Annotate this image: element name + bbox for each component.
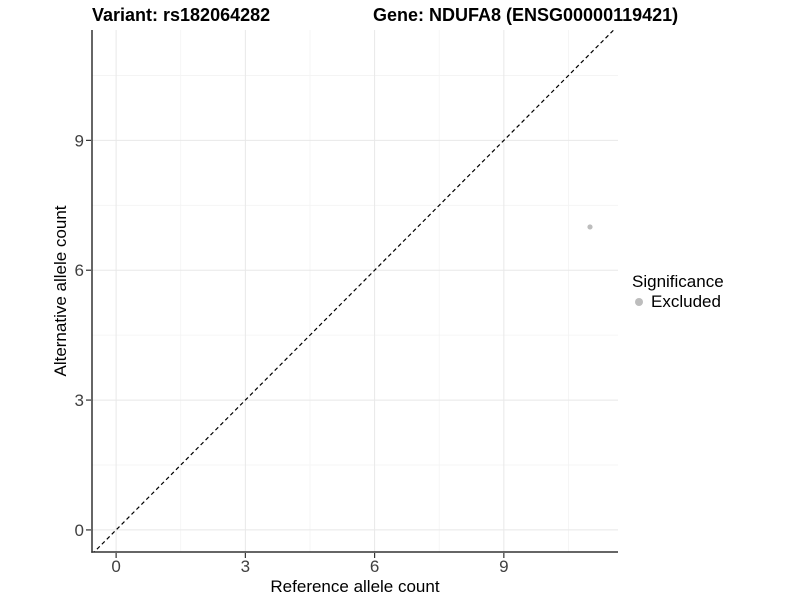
legend-item: Excluded — [630, 292, 724, 311]
x-tick-label: 3 — [241, 557, 250, 576]
y-axis-title: Alternative allele count — [51, 205, 70, 377]
y-tick-label: 3 — [75, 391, 84, 410]
plot-title-gene: Gene: NDUFA8 (ENSG00000119421) — [373, 5, 679, 25]
legend-key — [626, 292, 652, 311]
legend-key-dot — [635, 297, 643, 306]
x-tick-label: 6 — [370, 557, 379, 576]
legend-items: Excluded — [630, 292, 724, 311]
x-tick-label: 9 — [499, 557, 508, 576]
legend-title: Significance — [632, 272, 724, 291]
identity-reference-line — [93, 30, 615, 552]
y-tick-label: 6 — [75, 261, 84, 280]
data-point — [587, 224, 593, 230]
legend-item-label: Excluded — [651, 292, 721, 311]
y-tick-label: 9 — [75, 131, 84, 150]
plot-title-variant: Variant: rs182064282 — [92, 5, 271, 25]
x-tick-label: 0 — [111, 557, 120, 576]
y-tick-label: 0 — [75, 521, 84, 540]
x-axis-title: Reference allele count — [270, 577, 440, 596]
legend: Significance Excluded — [630, 272, 724, 311]
